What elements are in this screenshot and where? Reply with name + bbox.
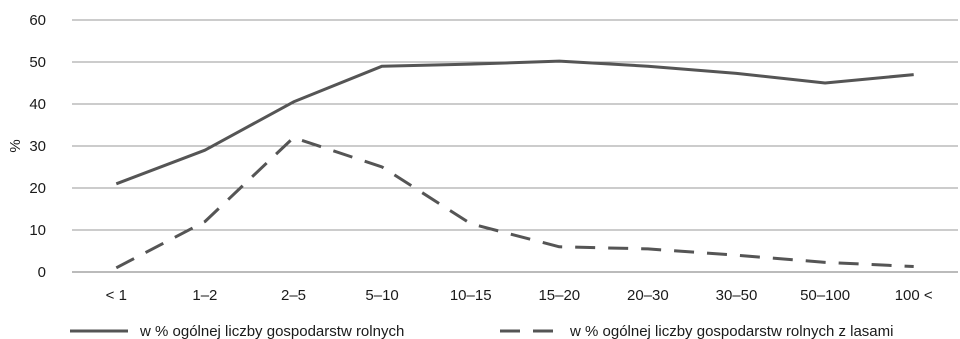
y-tick-label: 50 — [29, 54, 46, 71]
x-tick-label: 30–50 — [716, 287, 758, 304]
series-lines — [115, 59, 914, 270]
y-tick-label: 30 — [29, 138, 46, 155]
series-line-2 — [115, 136, 914, 270]
y-tick-label: 60 — [29, 12, 46, 29]
y-tick-label: 10 — [29, 222, 46, 239]
x-tick-label: 15–20 — [538, 287, 580, 304]
legend-label-1: w % ogólnej liczby gospodarstw rolnych — [139, 323, 404, 339]
x-tick-label: 10–15 — [450, 287, 492, 304]
y-axis-label: % — [7, 139, 24, 152]
y-tick-label: 40 — [29, 96, 46, 113]
x-tick-label: 5–10 — [365, 287, 398, 304]
x-tick-label: 100 < — [895, 287, 933, 304]
x-tick-label: 1–2 — [192, 287, 217, 304]
y-axis-ticks: 0 10 20 30 40 50 60 — [29, 12, 46, 281]
x-tick-label: 2–5 — [281, 287, 306, 304]
legend: w % ogólnej liczby gospodarstw rolnych w … — [70, 323, 893, 339]
x-tick-label: 50–100 — [800, 287, 850, 304]
x-axis-ticks: < 1 1–2 2–5 5–10 10–15 15–20 20–30 30–50 50–100 1… — [106, 287, 933, 304]
y-tick-label: 0 — [38, 264, 46, 281]
y-tick-label: 20 — [29, 180, 46, 197]
x-tick-label: 20–30 — [627, 287, 669, 304]
series-line-1 — [115, 59, 914, 186]
legend-label-2: w % ogólnej liczby gospodarstw rolnych z… — [569, 323, 893, 339]
x-tick-label: < 1 — [106, 287, 127, 304]
